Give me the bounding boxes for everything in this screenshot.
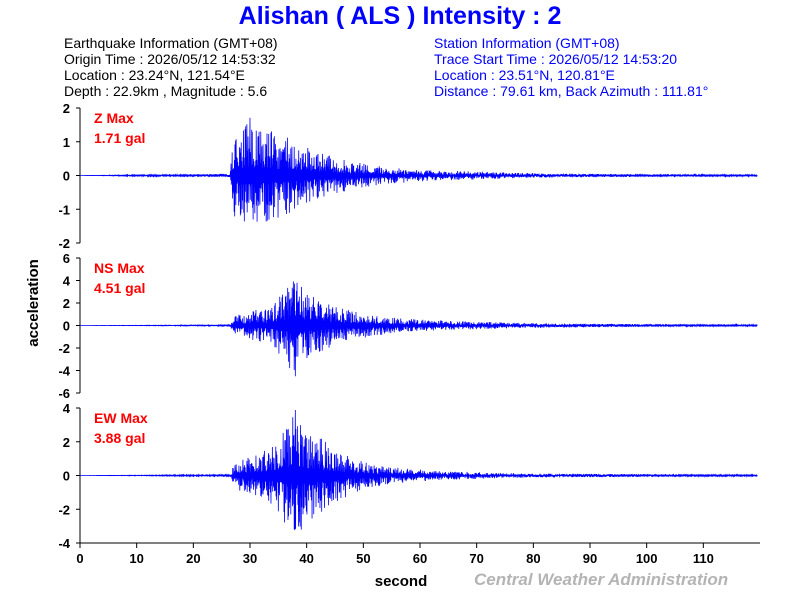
station-info-header: Station Information (GMT+08) xyxy=(434,35,620,51)
x-tick-label: 10 xyxy=(129,551,143,566)
max-value-z: 1.71 gal xyxy=(94,130,145,146)
y-tick-label-ew: 2 xyxy=(63,435,70,450)
depth-magnitude: Depth : 22.9km , Magnitude : 5.6 xyxy=(64,83,268,99)
x-tick-label: 60 xyxy=(413,551,427,566)
y-tick-label-ew: 4 xyxy=(63,401,71,416)
x-tick-label: 110 xyxy=(693,551,714,566)
earthquake-info: Earthquake Information (GMT+08) Origin T… xyxy=(64,35,278,99)
x-tick-label: 40 xyxy=(299,551,313,566)
max-value-ns: 4.51 gal xyxy=(94,280,145,296)
waveform-ns xyxy=(80,281,758,377)
station-info: Station Information (GMT+08) Trace Start… xyxy=(434,35,708,99)
y-tick-label-ns: -4 xyxy=(58,364,70,379)
y-tick-label-ew: -2 xyxy=(58,502,70,517)
station-distance: Distance : 79.61 km, Back Azimuth : 111.… xyxy=(434,83,709,99)
y-axis-label: acceleration xyxy=(25,259,42,347)
max-value-ew: 3.88 gal xyxy=(94,430,145,446)
y-tick-label-z: 1 xyxy=(63,135,70,150)
y-tick-label-ns: -2 xyxy=(58,341,70,356)
trace-start-time: Trace Start Time : 2026/05/12 14:53:20 xyxy=(434,51,678,67)
y-tick-label-ns: -6 xyxy=(58,386,70,401)
y-tick-label-z: -1 xyxy=(58,202,70,217)
y-tick-label-ns: 0 xyxy=(63,319,70,334)
max-label-ns: NS Max xyxy=(94,260,145,276)
max-label-z: Z Max xyxy=(94,110,134,126)
y-tick-label-z: -2 xyxy=(58,236,70,251)
y-tick-label-z: 2 xyxy=(63,101,70,116)
x-tick-label: 90 xyxy=(583,551,597,566)
y-tick-label-ns: 6 xyxy=(63,251,70,266)
waveform-z xyxy=(80,117,758,222)
waveform-ew xyxy=(80,410,758,531)
x-tick-label: 70 xyxy=(469,551,483,566)
y-tick-label-z: 0 xyxy=(63,169,70,184)
footer-credit: Central Weather Administration xyxy=(474,570,729,589)
x-tick-label: 30 xyxy=(243,551,257,566)
epicenter-location: Location : 23.24°N, 121.54°E xyxy=(64,67,245,83)
earthquake-info-header: Earthquake Information (GMT+08) xyxy=(64,35,278,51)
y-tick-label-ns: 4 xyxy=(63,274,71,289)
x-axis-label: second xyxy=(375,573,428,590)
y-tick-label-ew: -4 xyxy=(58,536,70,551)
y-tick-label-ew: 0 xyxy=(63,469,70,484)
max-label-ew: EW Max xyxy=(94,410,148,426)
x-tick-label: 100 xyxy=(636,551,658,566)
station-location: Location : 23.51°N, 120.81°E xyxy=(434,67,615,83)
x-tick-label: 20 xyxy=(186,551,200,566)
x-tick-label: 80 xyxy=(526,551,540,566)
page-title: Alishan ( ALS ) Intensity : 2 xyxy=(238,2,562,30)
y-tick-label-ns: 2 xyxy=(63,296,70,311)
x-tick-label: 0 xyxy=(76,551,83,566)
origin-time: Origin Time : 2026/05/12 14:53:32 xyxy=(64,51,276,67)
x-tick-label: 50 xyxy=(356,551,370,566)
